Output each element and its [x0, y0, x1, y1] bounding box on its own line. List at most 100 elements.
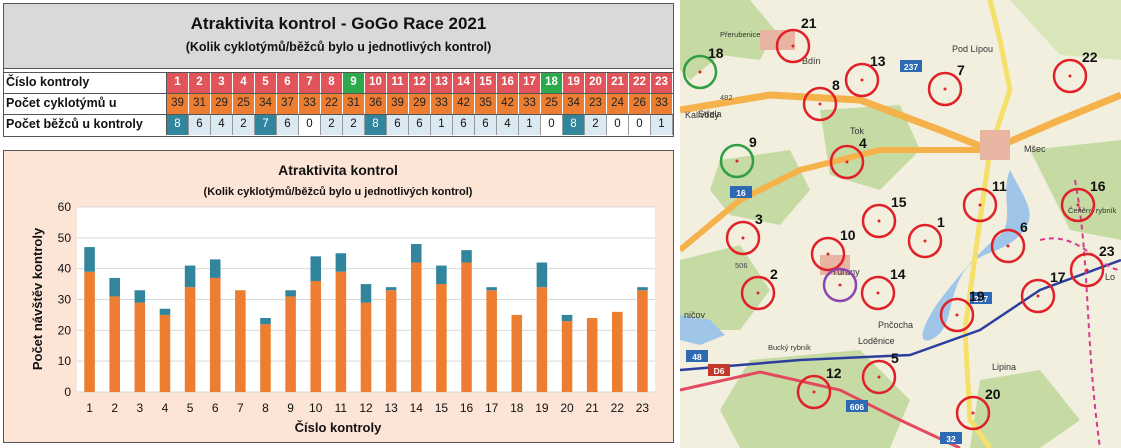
table-header: Atraktivita kontrol - GoGo Race 2021 (Ko… [4, 4, 673, 69]
row-cells: 39 31 29 25 34 37 33 22 31 36 39 29 33 42 35 42 33 25 34 23… [167, 94, 673, 114]
control-point [735, 159, 739, 163]
x-tick-label: 22 [611, 401, 625, 415]
control-marker-4 [829, 144, 865, 180]
table-cell: 0 [607, 115, 629, 135]
table-cell: 18 [541, 73, 563, 93]
place-label: Přerubenice [720, 30, 760, 39]
table-cell: 33 [651, 94, 673, 114]
chart-panel: Atraktivita kontrol (Kolik cyklotýmů/běž… [3, 150, 674, 443]
table-cell: 4 [497, 115, 519, 135]
table-cell: 2 [233, 115, 255, 135]
table-cell: 1 [167, 73, 189, 93]
bar-cyclists [109, 296, 120, 392]
place-label: Pod Lípou [952, 44, 993, 54]
x-tick-label: 11 [335, 401, 348, 415]
bar-cyclists [184, 287, 196, 392]
bar-cyclists [335, 271, 347, 392]
table-cell: 7 [299, 73, 321, 93]
control-number: 16 [1090, 178, 1106, 194]
place-label: ničov [684, 310, 706, 320]
row-label: Počet cyklotýmů u kontroly [4, 94, 167, 129]
x-tick-label: 3 [136, 401, 143, 415]
control-marker-18 [682, 54, 718, 90]
y-tick-label: 40 [58, 262, 72, 276]
road-number-badge [940, 432, 962, 444]
table-cell: 39 [167, 94, 189, 114]
road-number: 32 [946, 434, 956, 444]
control-number: 4 [859, 135, 867, 151]
control-number: 8 [832, 77, 840, 93]
boundary-line [1074, 179, 1101, 448]
table-cell: 20 [585, 73, 607, 93]
control-point [1006, 244, 1010, 248]
bar-runners [461, 250, 472, 263]
y-tick-label: 0 [64, 385, 71, 399]
table-cell: 0 [629, 115, 651, 135]
bar-runners [209, 259, 221, 278]
bar-cyclists [461, 262, 472, 392]
table-cell: 23 [651, 73, 673, 93]
bar-runners [260, 318, 271, 325]
control-number: 19 [969, 288, 985, 304]
x-tick-label: 13 [384, 401, 398, 415]
bars [84, 244, 648, 392]
bar-runners [385, 287, 397, 291]
control-marker-2 [740, 275, 776, 311]
main-road [680, 147, 990, 253]
control-point [818, 102, 822, 106]
bar-runners [109, 277, 120, 297]
table-cell: 2 [585, 115, 607, 135]
forest-area [680, 0, 775, 80]
bar-runners [184, 265, 196, 288]
table-cell: 2 [321, 115, 343, 135]
bar-runners [486, 287, 497, 291]
highway [680, 370, 961, 448]
y-axis-label: Počet návštěv kontroly [30, 227, 45, 370]
control-number: 15 [891, 194, 907, 210]
forest-area [970, 370, 1080, 448]
bar-runners [159, 308, 171, 315]
control-marker-7 [927, 71, 963, 107]
table-cell: 23 [585, 94, 607, 114]
control-marker-3 [725, 220, 761, 256]
y-tick-label: 50 [58, 231, 72, 245]
x-tick-label: 17 [485, 401, 499, 415]
table-cell: 5 [255, 73, 277, 93]
bar-cyclists [84, 271, 95, 392]
x-tick-label: 12 [359, 401, 373, 415]
control-marker-start [822, 267, 858, 303]
control-number: 23 [1099, 243, 1115, 259]
control-marker-8 [802, 86, 838, 122]
table-cell: 25 [541, 94, 563, 114]
bar-runners [285, 290, 296, 297]
bar-cyclists [486, 290, 497, 392]
table-cell: 12 [409, 73, 431, 93]
table-cell: 26 [629, 94, 651, 114]
table-cell: 6 [475, 115, 497, 135]
road-number-badge [970, 292, 992, 304]
control-number: 9 [749, 134, 757, 150]
control-point [877, 375, 881, 379]
control-marker-6 [990, 228, 1026, 264]
table-cell: 8 [365, 115, 387, 135]
table-cell: 37 [277, 94, 299, 114]
y-tick-label: 20 [58, 323, 72, 337]
bar-cyclists [310, 281, 322, 392]
y-tick-labels: 0 10 20 30 40 50 60 [58, 200, 72, 399]
control-point [756, 291, 760, 295]
table-cell: 7 [255, 115, 277, 135]
control-point [741, 236, 745, 240]
x-axis-label: Číslo kontroly [295, 420, 382, 435]
control-point [1076, 203, 1080, 207]
control-point [943, 87, 947, 91]
x-tick-label: 21 [585, 401, 599, 415]
road-number-badge [846, 400, 868, 412]
map-panel: Přerubenice Bdín Pod Lípou Střela Kalivody Mš… [680, 0, 1121, 448]
control-number: 7 [957, 62, 965, 78]
control-number: 14 [890, 266, 906, 282]
control-number: 2 [770, 266, 778, 282]
table-cell: 3 [211, 73, 233, 93]
table-cell: 29 [409, 94, 431, 114]
